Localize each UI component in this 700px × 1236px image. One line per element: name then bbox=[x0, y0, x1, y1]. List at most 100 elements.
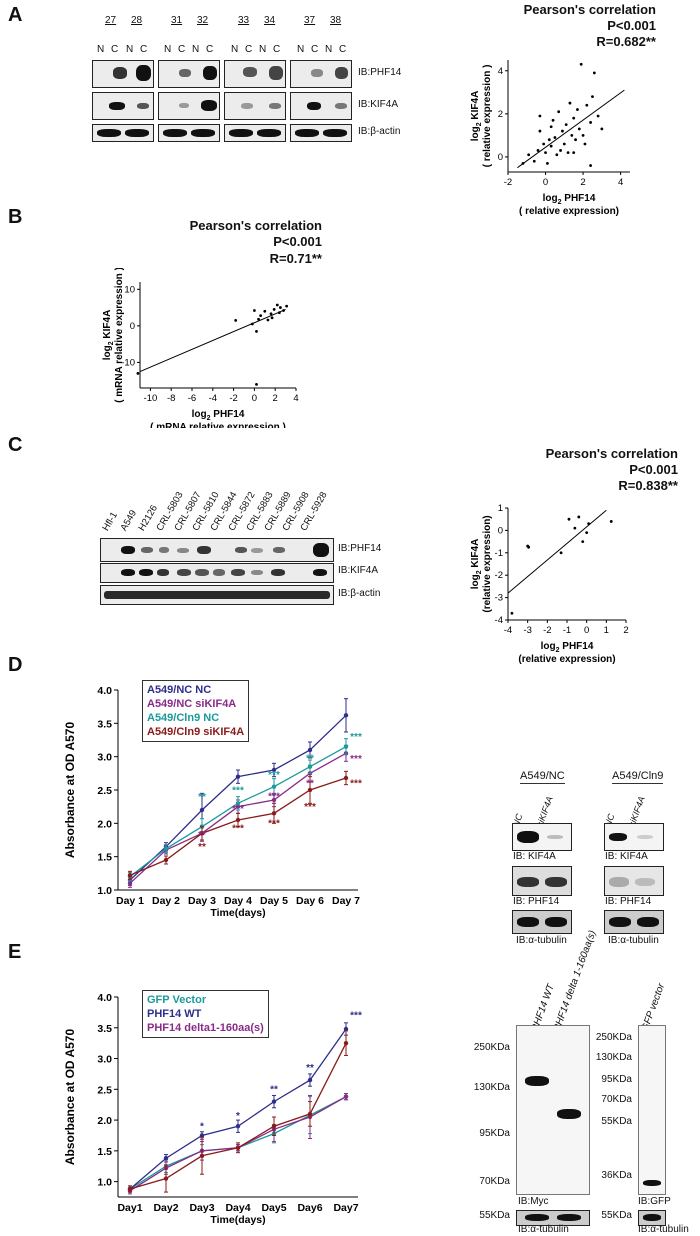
panel-label-b: B bbox=[8, 206, 23, 228]
y-axis-label-sub: ( mRNA relative expression ) bbox=[114, 268, 125, 403]
legend-item: PHF14 delta1-160aa(s) bbox=[147, 1022, 264, 1034]
western-blot-phf14 bbox=[512, 866, 572, 896]
western-blot-kif4a bbox=[158, 92, 220, 120]
y-tick-label: 2.0 bbox=[97, 1115, 112, 1127]
y-axis-label-sub: (relative expression) bbox=[482, 515, 493, 612]
blot-label: IB:PHF14 bbox=[338, 543, 382, 554]
y-tick-label: 4 bbox=[498, 66, 503, 77]
lane-nc-label: N C bbox=[325, 44, 349, 55]
data-point bbox=[549, 125, 553, 129]
western-blot-actin bbox=[92, 124, 154, 142]
x-tick-label: -2 bbox=[229, 393, 237, 404]
data-point bbox=[577, 127, 581, 131]
legend-item: A549/Cln9 NC bbox=[147, 712, 220, 724]
y-tick-label: 0 bbox=[130, 321, 135, 332]
chart-title: Pearson's correlation bbox=[189, 218, 322, 233]
sample-number: 38 bbox=[330, 15, 342, 26]
blot-label: IB:Myc bbox=[518, 1196, 549, 1207]
western-blot-tubulin bbox=[512, 910, 572, 934]
lane-nc-label: N C bbox=[164, 44, 188, 55]
data-point bbox=[567, 517, 571, 521]
line-chart-d: 1.0 1.5 2.0 2.5 3.0 3.5 4.0 Day 1 Day 2 Day 3 Day … bbox=[63, 685, 362, 919]
lane-nc-label: N C bbox=[126, 44, 150, 55]
data-point bbox=[566, 151, 570, 155]
data-point bbox=[199, 807, 205, 813]
x-tick-label: -3 bbox=[523, 625, 531, 636]
x-tick-label: 2 bbox=[580, 177, 585, 188]
x-tick-label: Day6 bbox=[297, 1202, 322, 1214]
significance-marker: *** bbox=[232, 823, 244, 834]
data-point bbox=[532, 159, 536, 163]
western-blot-kif4a bbox=[92, 92, 154, 120]
panel-label-a: A bbox=[8, 4, 23, 26]
data-point bbox=[510, 611, 514, 615]
x-tick-label: Day 7 bbox=[332, 895, 360, 907]
significance-marker: *** bbox=[350, 732, 362, 743]
significance-marker: *** bbox=[232, 804, 244, 815]
data-point bbox=[564, 123, 568, 127]
data-point bbox=[234, 318, 238, 322]
data-point bbox=[127, 1186, 133, 1192]
sample-number: 28 bbox=[131, 15, 143, 26]
mw-marker: 55KDa bbox=[601, 1116, 632, 1127]
data-point bbox=[549, 144, 553, 148]
blot-label: IB:β-actin bbox=[338, 588, 381, 599]
mw-marker: 95KDa bbox=[479, 1128, 510, 1139]
blot-label: IB:PHF14 bbox=[358, 67, 402, 78]
significance-marker: *** bbox=[268, 770, 280, 781]
significance-marker: ** bbox=[198, 830, 206, 841]
data-point bbox=[559, 149, 562, 152]
legend-item: A549/NC NC bbox=[147, 684, 212, 696]
data-point bbox=[271, 797, 277, 803]
blot-label: IB:KIF4A bbox=[338, 565, 379, 576]
x-tick-label: Day 2 bbox=[152, 895, 180, 907]
y-tick-label: 3.0 bbox=[97, 1054, 112, 1066]
western-blot-kif4a bbox=[224, 92, 286, 120]
y-tick-label: 4.0 bbox=[97, 992, 112, 1004]
significance-marker: ** bbox=[306, 753, 314, 764]
chart-title: Pearson's correlation bbox=[545, 446, 678, 461]
x-tick-label: 2 bbox=[623, 625, 628, 636]
mw-marker: 55KDa bbox=[479, 1210, 510, 1221]
x-tick-label: Day3 bbox=[189, 1202, 214, 1214]
data-point bbox=[235, 774, 241, 779]
lane-nc-label: N C bbox=[297, 44, 321, 55]
series-line bbox=[129, 1028, 347, 1190]
data-point bbox=[572, 116, 576, 120]
y-tick-label: 2.5 bbox=[97, 785, 112, 797]
data-point bbox=[544, 151, 547, 155]
significance-marker: *** bbox=[268, 791, 280, 802]
x-tick-label: Day 4 bbox=[224, 895, 252, 907]
y-tick-label: -10 bbox=[121, 357, 135, 368]
western-blot-phf14 bbox=[224, 60, 286, 88]
data-point bbox=[600, 127, 604, 131]
x-tick-label: Day 1 bbox=[116, 895, 144, 907]
sample-number: 34 bbox=[264, 15, 276, 26]
regression-line bbox=[139, 308, 286, 373]
data-point bbox=[163, 846, 169, 851]
significance-marker: *** bbox=[350, 754, 362, 765]
data-point bbox=[163, 1176, 169, 1181]
blot-label: IB:KIF4A bbox=[358, 99, 399, 110]
x-tick-label: -2 bbox=[543, 625, 551, 636]
x-axis-label: log2 PHF14 bbox=[543, 193, 596, 206]
data-point bbox=[271, 767, 277, 773]
x-tick-label: -10 bbox=[144, 393, 158, 404]
sample-number: 33 bbox=[238, 15, 250, 26]
data-point bbox=[583, 142, 587, 146]
data-point bbox=[259, 314, 263, 318]
chart-legend: GFP Vector PHF14 WT PHF14 delta1-160aa(s… bbox=[142, 990, 269, 1038]
mw-marker: 36KDa bbox=[601, 1170, 632, 1181]
western-blot-actin bbox=[290, 124, 352, 142]
data-point bbox=[307, 1111, 313, 1117]
western-blot-tubulin bbox=[516, 1210, 590, 1226]
significance-marker: *** bbox=[350, 779, 362, 790]
data-point bbox=[570, 133, 574, 137]
mw-marker: 95KDa bbox=[601, 1074, 632, 1085]
blot-group-title: A549/NC bbox=[520, 770, 565, 784]
r-value: R=0.838** bbox=[618, 478, 678, 493]
data-point bbox=[263, 309, 267, 313]
y-axis-label-group: log2 KIF4A( mRNA relative expression ) bbox=[102, 268, 125, 403]
x-tick-label: Day 3 bbox=[188, 895, 216, 907]
